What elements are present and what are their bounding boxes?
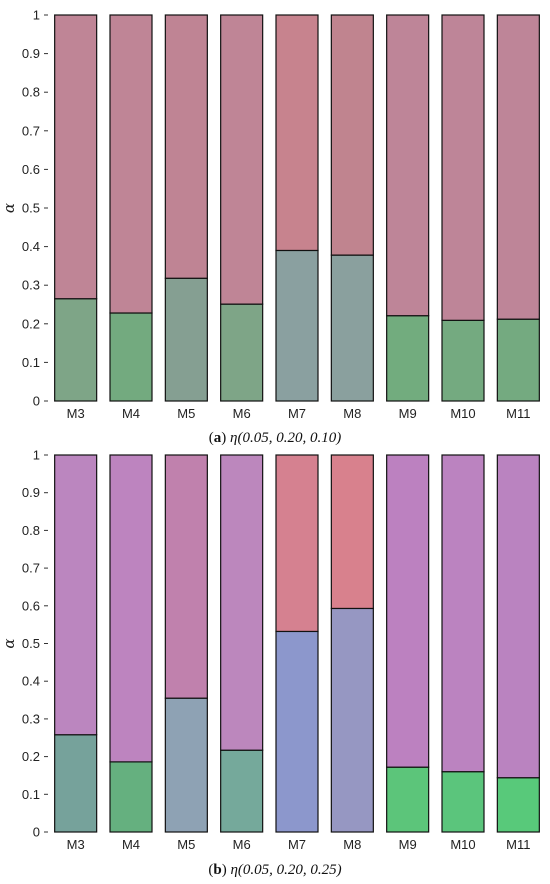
bar-segment-M9-upper xyxy=(386,14,430,317)
bar-segment-M10-upper xyxy=(441,14,485,321)
bar-segment-M8-upper xyxy=(330,14,374,256)
y-tick-label: 1 xyxy=(33,448,40,463)
y-tick-label: 0.1 xyxy=(22,787,40,802)
bar-segment-M5-upper xyxy=(164,14,208,279)
bar-segment-M6-upper xyxy=(220,14,264,305)
x-tick-label: M8 xyxy=(343,406,361,421)
y-tick-label: 0 xyxy=(33,825,40,840)
bar-segment-M8-upper xyxy=(330,454,374,610)
bar-segment-M5-lower xyxy=(164,697,208,833)
y-tick-label: 0.4 xyxy=(22,239,40,254)
bar-segment-M7-lower xyxy=(275,630,319,833)
x-tick-label: M9 xyxy=(399,406,417,421)
bar-segment-M10-lower xyxy=(441,319,485,402)
bar-segment-M9-lower xyxy=(386,315,430,402)
y-tick-label: 0 xyxy=(33,394,40,409)
panel-caption: (b) η(0.05, 0.20, 0.25) xyxy=(208,862,341,878)
bar-segment-M11-upper xyxy=(496,14,540,320)
x-tick-label: M7 xyxy=(288,837,306,852)
x-tick-label: M4 xyxy=(122,406,140,421)
x-tick-label: M3 xyxy=(67,837,85,852)
y-tick-label: 0.1 xyxy=(22,355,40,370)
caption-letter: a xyxy=(214,430,222,446)
bar-segment-M3-lower xyxy=(54,734,98,833)
y-tick-label: 0.6 xyxy=(22,598,40,613)
y-tick-label: 0.6 xyxy=(22,162,40,177)
y-tick-label: 0.8 xyxy=(22,523,40,538)
bar-segment-M7-upper xyxy=(275,454,319,633)
bar-segment-M8-lower xyxy=(330,254,374,402)
caption-expression: η(0.05, 0.20, 0.10) xyxy=(230,430,341,446)
x-tick-label: M9 xyxy=(399,837,417,852)
y-tick-label: 1 xyxy=(33,8,40,23)
bar-segment-M7-lower xyxy=(275,249,319,402)
chart-panel-a: 0 0.1 0.2 0.3 0.4 0.5 0.6 0.7 0.8 0.9 1 α M3 M4 M5 M6 M7… xyxy=(0,8,540,446)
x-tick-label: M7 xyxy=(288,406,306,421)
bar-segment-M9-lower xyxy=(386,766,430,833)
bar-segment-M8-lower xyxy=(330,607,374,833)
x-tick-label: M11 xyxy=(506,406,530,421)
bar-segment-M6-lower xyxy=(220,749,264,833)
bar-segment-M11-upper xyxy=(496,454,540,779)
y-axis-label: α xyxy=(0,203,18,213)
y-tick-label: 0.7 xyxy=(22,123,40,138)
y-tick-label: 0.3 xyxy=(22,711,40,726)
caption-letter: b xyxy=(213,862,221,878)
x-tick-label: M4 xyxy=(122,837,140,852)
bar-segment-M4-upper xyxy=(109,454,153,763)
x-tick-label: M5 xyxy=(177,837,195,852)
y-tick-label: 0.7 xyxy=(22,561,40,576)
chart-panel-b: 0 0.1 0.2 0.3 0.4 0.5 0.6 0.7 0.8 0.9 1 α M3 M4 M5 M6 M7… xyxy=(0,448,540,878)
y-tick-label: 0.2 xyxy=(22,749,40,764)
y-tick-label: 0.9 xyxy=(22,485,40,500)
y-axis-label: α xyxy=(0,638,18,648)
y-tick-label: 0.5 xyxy=(22,636,40,651)
bar-segment-M3-upper xyxy=(54,454,98,736)
bar-segment-M4-lower xyxy=(109,312,153,402)
y-tick-label: 0.3 xyxy=(22,278,40,293)
x-tick-label: M11 xyxy=(506,837,530,852)
bar-segment-M3-lower xyxy=(54,298,98,402)
bar-segment-M6-lower xyxy=(220,303,264,402)
panel-caption: (a) η(0.05, 0.20, 0.10) xyxy=(209,430,341,446)
bar-segment-M5-lower xyxy=(164,277,208,402)
x-tick-label: M6 xyxy=(233,837,251,852)
bar-segment-M7-upper xyxy=(275,14,319,252)
y-tick-label: 0.9 xyxy=(22,46,40,61)
y-tick-label: 0.4 xyxy=(22,674,40,689)
bar-segment-M5-upper xyxy=(164,454,208,699)
y-tick-label: 0.2 xyxy=(22,316,40,331)
bar-segment-M10-upper xyxy=(441,454,485,773)
caption-expression: η(0.05, 0.20, 0.25) xyxy=(230,862,341,878)
bar-segment-M4-upper xyxy=(109,14,153,314)
y-tick-label: 0.8 xyxy=(22,85,40,100)
bar-segment-M10-lower xyxy=(441,771,485,833)
bar-segment-M6-upper xyxy=(220,454,264,751)
bar-segment-M3-upper xyxy=(54,14,98,300)
bar-segment-M11-lower xyxy=(496,318,540,402)
x-tick-label: M3 xyxy=(67,406,85,421)
bar-segment-M9-upper xyxy=(386,454,430,768)
x-tick-label: M10 xyxy=(450,406,475,421)
bar-segment-M11-lower xyxy=(496,777,540,833)
bar-segment-M4-lower xyxy=(109,761,153,833)
x-tick-label: M5 xyxy=(177,406,195,421)
x-tick-label: M10 xyxy=(450,837,475,852)
x-tick-label: M8 xyxy=(343,837,361,852)
y-tick-label: 0.5 xyxy=(22,201,40,216)
x-tick-label: M6 xyxy=(233,406,251,421)
